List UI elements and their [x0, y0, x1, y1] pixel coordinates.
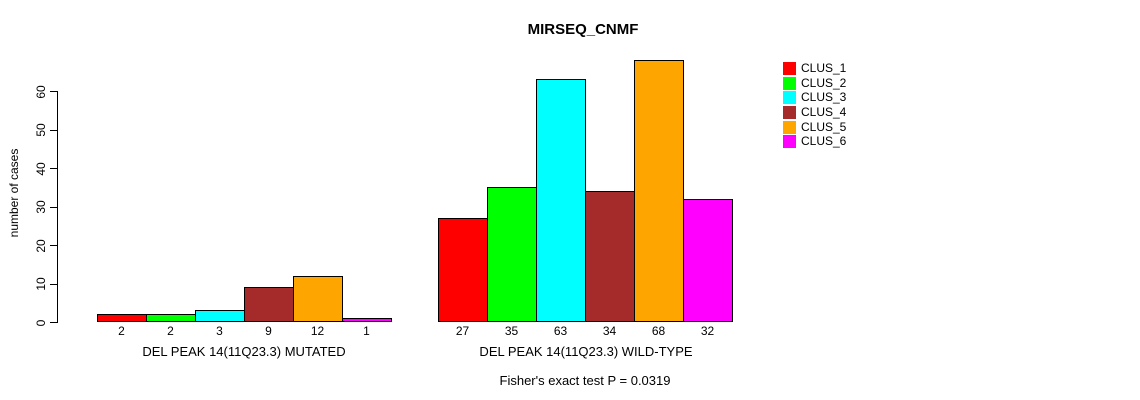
y-tick [50, 322, 58, 323]
legend-swatch-icon [783, 76, 796, 90]
legend-label: CLUS_1 [801, 60, 847, 75]
bar-clus_2-group0 [146, 314, 196, 322]
y-tick [50, 245, 58, 246]
bar-clus_1-group1 [438, 218, 488, 322]
legend-item-clus_3: CLUS_3 [783, 90, 846, 105]
y-tick-label: 40 [34, 161, 48, 176]
y-tick-label: 30 [34, 200, 48, 214]
legend-label: CLUS_4 [801, 104, 847, 119]
bar-clus_2-group1 [487, 187, 537, 322]
y-tick [50, 206, 58, 208]
bar-clus_3-group1 [536, 79, 586, 322]
bar-value-label: 63 [553, 324, 568, 338]
legend-swatch-icon [783, 120, 796, 134]
legend-swatch-icon [783, 135, 796, 149]
bar-value-label: 3 [216, 324, 223, 338]
y-tick-label: 50 [34, 123, 48, 137]
bar-clus_1-group0 [97, 314, 147, 322]
legend-item-clus_2: CLUS_2 [783, 76, 846, 91]
y-axis-title: number of cases [7, 148, 21, 238]
group-label-wild-type: DEL PEAK 14(11Q23.3) WILD-TYPE [479, 344, 693, 359]
bar-value-label: 32 [700, 324, 715, 338]
legend-label: CLUS_2 [801, 75, 847, 90]
bar-clus_3-group0 [195, 310, 245, 322]
legend: CLUS_1 CLUS_2 CLUS_3 CLUS_4 CLUS_5 CLUS_6 [783, 61, 846, 149]
bar-clus_4-group0 [244, 287, 294, 322]
legend-item-clus_6: CLUS_6 [783, 134, 846, 149]
legend-swatch-icon [783, 61, 796, 75]
legend-item-clus_1: CLUS_1 [783, 61, 846, 76]
bar-value-label: 1 [363, 324, 370, 338]
legend-label: CLUS_3 [801, 90, 847, 105]
legend-label: CLUS_6 [801, 134, 847, 149]
legend-item-clus_4: CLUS_4 [783, 105, 846, 120]
bar-value-label: 9 [265, 324, 272, 338]
bar-value-label: 34 [602, 324, 617, 338]
bar-clus_6-group0 [342, 318, 392, 322]
bar-value-label: 2 [118, 324, 125, 338]
legend-swatch-icon [783, 91, 796, 105]
bar-value-label: 2 [167, 324, 174, 338]
bar-value-label: 35 [504, 324, 519, 338]
y-tick [50, 283, 58, 285]
legend-swatch-icon [783, 105, 796, 119]
y-tick-label: 0 [34, 319, 48, 326]
bar-clus_5-group0 [293, 276, 343, 322]
group-label-mutated: DEL PEAK 14(11Q23.3) MUTATED [142, 344, 346, 359]
y-tick-label: 20 [34, 238, 48, 253]
bar-value-label: 68 [651, 324, 666, 338]
chart-title: MIRSEQ_CNMF [527, 21, 639, 38]
bar-clus_4-group1 [585, 191, 635, 322]
bar-clus_6-group1 [683, 199, 733, 322]
fisher-test-annotation: Fisher's exact test P = 0.0319 [499, 373, 671, 388]
bar-clus_5-group1 [634, 60, 684, 322]
y-tick-label: 60 [34, 84, 48, 99]
legend-label: CLUS_5 [801, 119, 847, 134]
y-tick [50, 91, 58, 92]
legend-item-clus_5: CLUS_5 [783, 120, 846, 135]
y-tick [50, 129, 58, 131]
y-tick [50, 168, 58, 169]
y-tick-label: 10 [34, 277, 48, 291]
bar-value-label: 27 [455, 324, 470, 338]
bar-value-label: 12 [310, 324, 325, 338]
